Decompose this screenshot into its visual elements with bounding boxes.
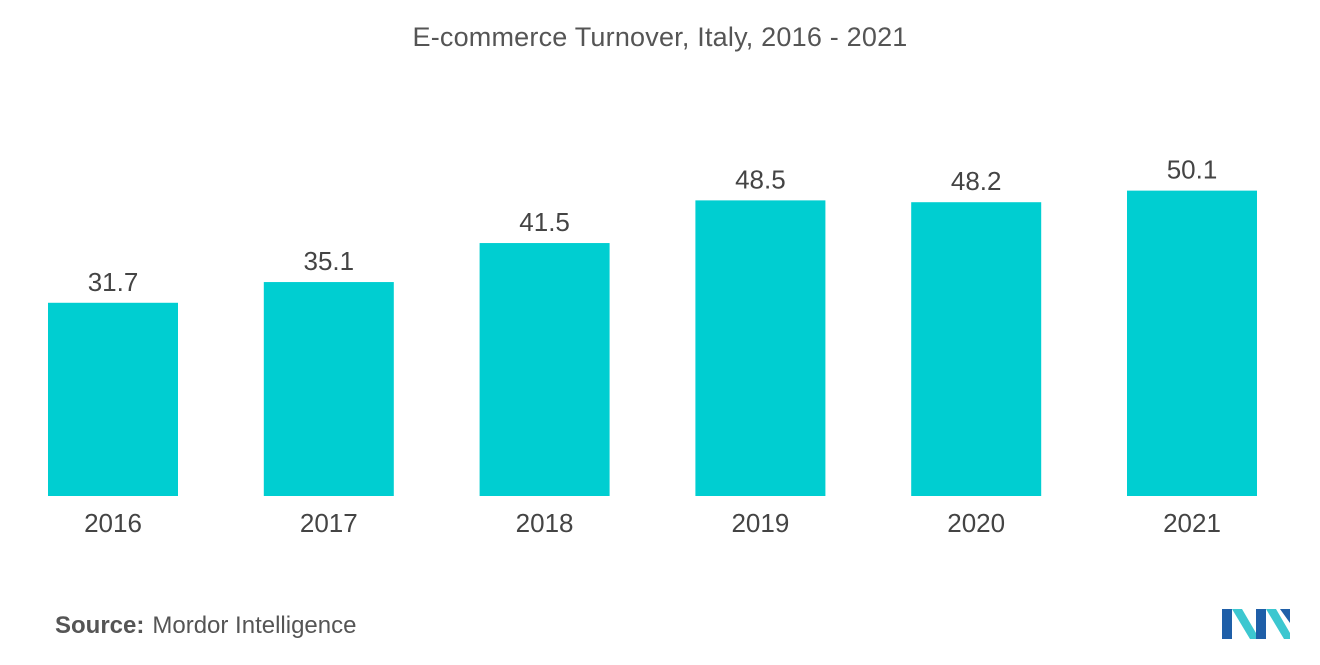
bar-value-label-2018: 41.5	[519, 207, 570, 237]
x-tick-label-2021: 2021	[1163, 508, 1221, 538]
bar-value-label-2021: 50.1	[1167, 155, 1218, 185]
x-tick-label-2019: 2019	[731, 508, 789, 538]
source-text: Mordor Intelligence	[152, 612, 357, 639]
x-tick-label-2020: 2020	[947, 508, 1005, 538]
bar-value-label-2016: 31.7	[88, 267, 139, 297]
chart-title: E-commerce Turnover, Italy, 2016 - 2021	[412, 22, 908, 52]
x-tick-label-2016: 2016	[84, 508, 142, 538]
bar-2018	[479, 243, 610, 496]
bar-2021	[1127, 190, 1257, 496]
mordor-intelligence-logo-icon	[1222, 609, 1290, 639]
bar-2016	[48, 302, 178, 496]
bar-chart: 31.7 2016 35.1 2017 41.5 2018 48.5 2019 48.2 2020…	[48, 155, 1257, 538]
source-label: Source:	[55, 612, 145, 639]
x-tick-label-2018: 2018	[516, 508, 574, 538]
bar-2017	[263, 282, 394, 496]
x-tick-label-2017: 2017	[300, 508, 358, 538]
bar-value-label-2019: 48.5	[735, 164, 786, 194]
bar-2019	[695, 200, 826, 496]
bar-value-label-2020: 48.2	[951, 166, 1002, 196]
source-note: Source: Mordor Intelligence	[55, 612, 356, 640]
bar-2020	[911, 202, 1042, 496]
bar-value-label-2017: 35.1	[303, 246, 354, 276]
